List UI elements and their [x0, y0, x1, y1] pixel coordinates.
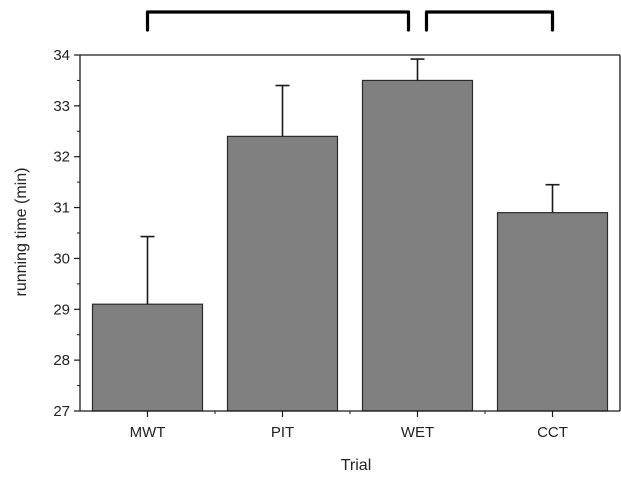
bar-pit — [226, 135, 339, 412]
y-tick-label: 27 — [53, 403, 70, 420]
y-tick-label: 34 — [53, 47, 70, 64]
y-tick-label: 29 — [53, 301, 70, 318]
y-tick-label: 30 — [53, 250, 70, 267]
x-tick-label-mwt: MWT — [130, 424, 166, 441]
error-bars — [140, 58, 560, 305]
y-tick-label: 33 — [53, 98, 70, 115]
y-axis-title: running time (min) — [13, 168, 30, 297]
bar-cct — [496, 212, 609, 412]
x-tick-label-wet: WET — [401, 424, 434, 441]
axes — [74, 54, 621, 417]
y-tick-label: 32 — [53, 149, 70, 166]
y-tick-label: 28 — [53, 352, 70, 369]
x-tick-label-pit: PIT — [271, 424, 294, 441]
x-tick-label-cct: CCT — [537, 424, 568, 441]
significance-bracket-mwt-wet — [145, 10, 411, 32]
bar-wet — [361, 79, 474, 412]
bars — [91, 79, 609, 412]
x-axis-title: Trial — [341, 457, 372, 474]
tick-labels: 27 28 29 30 31 32 33 34 MWT PIT WET CCT — [53, 47, 568, 441]
y-tick-label: 31 — [53, 200, 70, 217]
significance-bracket-wet-cct — [424, 10, 555, 32]
significance-brackets — [145, 10, 555, 32]
bar-mwt — [91, 303, 204, 412]
